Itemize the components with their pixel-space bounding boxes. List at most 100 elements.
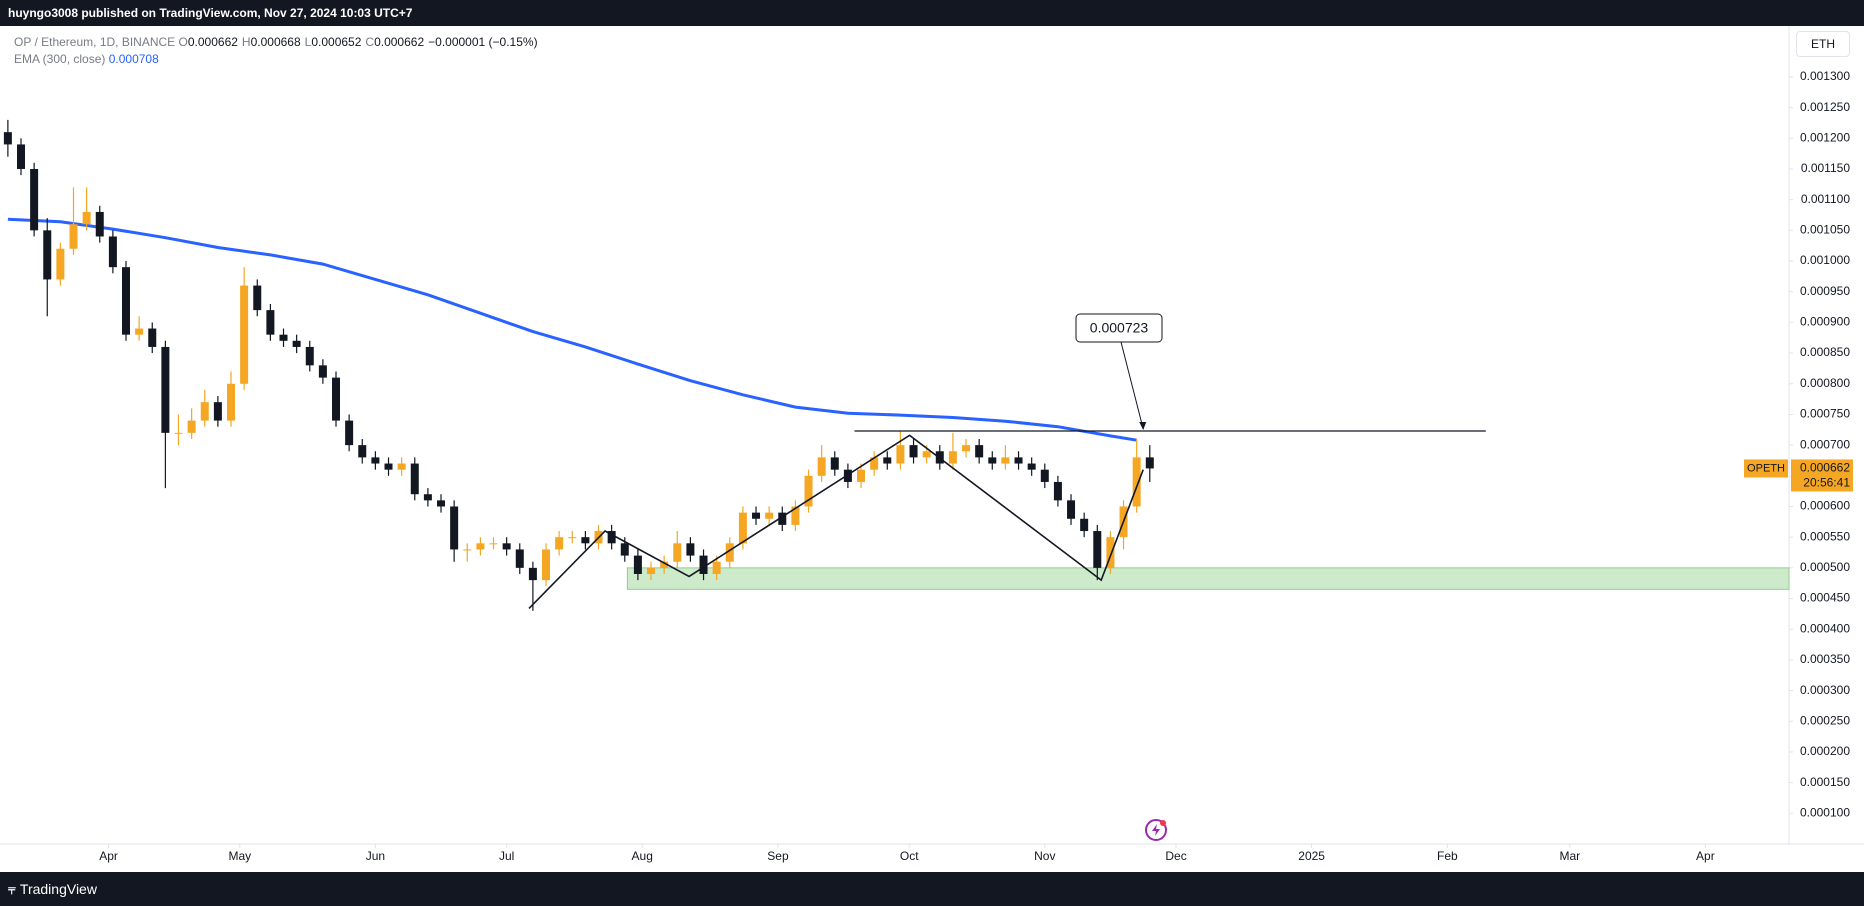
candle-body bbox=[515, 549, 524, 568]
callout-label: 0.000723 bbox=[1090, 320, 1149, 336]
ema-line bbox=[7, 217, 1137, 442]
candle-body bbox=[883, 457, 892, 464]
candle-body bbox=[213, 402, 222, 421]
candle-body bbox=[857, 469, 866, 482]
candle-body bbox=[476, 543, 485, 550]
y-tick-label: 0.000450 bbox=[1800, 591, 1850, 605]
change: −0.000001 (−0.15%) bbox=[428, 35, 538, 49]
candle-body bbox=[174, 432, 183, 434]
x-tick-label: Apr bbox=[1696, 849, 1715, 863]
icon-ring bbox=[1145, 819, 1167, 841]
candle-body bbox=[279, 334, 288, 341]
y-tick-label: 0.000400 bbox=[1800, 621, 1850, 635]
candle-body bbox=[528, 567, 537, 581]
candle-body bbox=[633, 555, 642, 574]
candle-body bbox=[581, 537, 590, 544]
candle-body bbox=[30, 168, 39, 231]
price-tag bbox=[1791, 459, 1853, 492]
y-tick-label: 0.000300 bbox=[1800, 683, 1850, 697]
candle-body bbox=[817, 457, 826, 476]
candle-body bbox=[345, 420, 354, 446]
candle-body bbox=[1093, 531, 1102, 568]
x-tick-label: Oct bbox=[900, 849, 919, 863]
candle-body bbox=[673, 543, 682, 562]
candle-body bbox=[752, 512, 761, 519]
candle-body bbox=[725, 543, 734, 562]
x-tick-label: Apr bbox=[99, 849, 118, 863]
y-tick-label: 0.000500 bbox=[1800, 560, 1850, 574]
symbol-tag bbox=[1744, 459, 1788, 478]
support-zone bbox=[626, 567, 1790, 590]
candle-body bbox=[909, 445, 918, 458]
y-tick-label: 0.000150 bbox=[1800, 775, 1850, 789]
candle-body bbox=[1053, 481, 1062, 501]
x-tick-label: Jun bbox=[366, 849, 385, 863]
candle-body bbox=[384, 463, 393, 470]
ohlc-value: 0.000652 bbox=[311, 35, 362, 49]
ohlc-value: 0.000662 bbox=[374, 35, 425, 49]
y-tick-label: 0.000750 bbox=[1800, 407, 1850, 421]
candle-body bbox=[607, 531, 616, 544]
candle-body bbox=[1080, 518, 1089, 532]
y-tick-label: 0.000900 bbox=[1800, 315, 1850, 329]
y-tick-label: 0.001000 bbox=[1800, 253, 1850, 267]
candle-body bbox=[240, 285, 249, 384]
candle-body bbox=[975, 445, 984, 458]
candle-body bbox=[410, 463, 419, 495]
candle-body bbox=[266, 310, 275, 335]
legend: OP / Ethereum, 1D, BINANCE O0.000662 H0.0… bbox=[14, 34, 542, 68]
x-tick-label: Mar bbox=[1559, 849, 1580, 863]
candle-body bbox=[620, 543, 629, 556]
ohlc-value: 0.000662 bbox=[187, 35, 238, 49]
candle-body bbox=[371, 457, 380, 464]
legend-row: OP / Ethereum, 1D, BINANCE O0.000662 H0.0… bbox=[14, 34, 542, 51]
y-tick-label: 0.000850 bbox=[1800, 345, 1850, 359]
candle-body bbox=[397, 463, 406, 470]
chart: 0.001300 0.001250 0.001200 0.001150 0.001100… bbox=[0, 26, 1864, 863]
ohlc-label: C bbox=[365, 35, 375, 49]
logo: ⫧ bbox=[8, 881, 16, 897]
brand-bar: ⫧ TradingView bbox=[0, 872, 1864, 906]
candle-body bbox=[227, 383, 236, 421]
candle-body bbox=[56, 248, 65, 280]
ohlc-label: O bbox=[178, 35, 188, 49]
candle-body bbox=[108, 236, 117, 268]
candle-body bbox=[200, 402, 209, 421]
ohlc-label: H bbox=[241, 35, 251, 49]
y-tick-label: 0.000250 bbox=[1800, 713, 1850, 727]
symbol-tag-label: OPETH bbox=[1747, 462, 1785, 474]
price-tag-label: 0.000662 bbox=[1800, 461, 1850, 475]
callout-box bbox=[1075, 313, 1163, 343]
ohlc-label: L bbox=[304, 35, 312, 49]
y-tick-label: 0.000350 bbox=[1800, 652, 1850, 666]
candle-body bbox=[1040, 469, 1049, 482]
x-tick-label: Jul bbox=[499, 849, 514, 863]
y-tick-label: 0.001300 bbox=[1800, 69, 1850, 83]
candle-body bbox=[95, 211, 104, 237]
ohlc-values: O0.000662 H0.000668 L0.000652 C0.000662 bbox=[179, 35, 429, 49]
candle-body bbox=[423, 494, 432, 501]
y-tick-label: 0.000700 bbox=[1800, 437, 1850, 451]
y-tick-label: 0.000100 bbox=[1800, 805, 1850, 819]
candle-body bbox=[187, 420, 196, 433]
candle-body bbox=[542, 549, 551, 581]
ema-row: EMA (300, close) 0.000708 bbox=[14, 51, 542, 68]
candle-body bbox=[502, 543, 511, 550]
x-tick-label: 2025 bbox=[1298, 849, 1325, 863]
candle-body bbox=[1027, 463, 1036, 470]
currency-button[interactable]: ETH bbox=[1796, 31, 1850, 57]
arrow-head bbox=[1139, 422, 1147, 431]
candle-body bbox=[332, 377, 341, 421]
candle-body bbox=[69, 224, 78, 249]
x-tick-label: Aug bbox=[632, 849, 653, 863]
alert-icon[interactable] bbox=[1145, 819, 1167, 841]
y-tick-label: 0.001200 bbox=[1800, 130, 1850, 144]
candle-body bbox=[122, 267, 131, 335]
x-tick-label: Dec bbox=[1165, 849, 1186, 863]
icon-bolt bbox=[1152, 824, 1160, 836]
y-tick-label: 0.000950 bbox=[1800, 284, 1850, 298]
candle-body bbox=[568, 537, 577, 539]
y-tick-label: 0.001050 bbox=[1800, 223, 1850, 237]
candle-body bbox=[253, 285, 262, 311]
candle-body bbox=[450, 506, 459, 550]
